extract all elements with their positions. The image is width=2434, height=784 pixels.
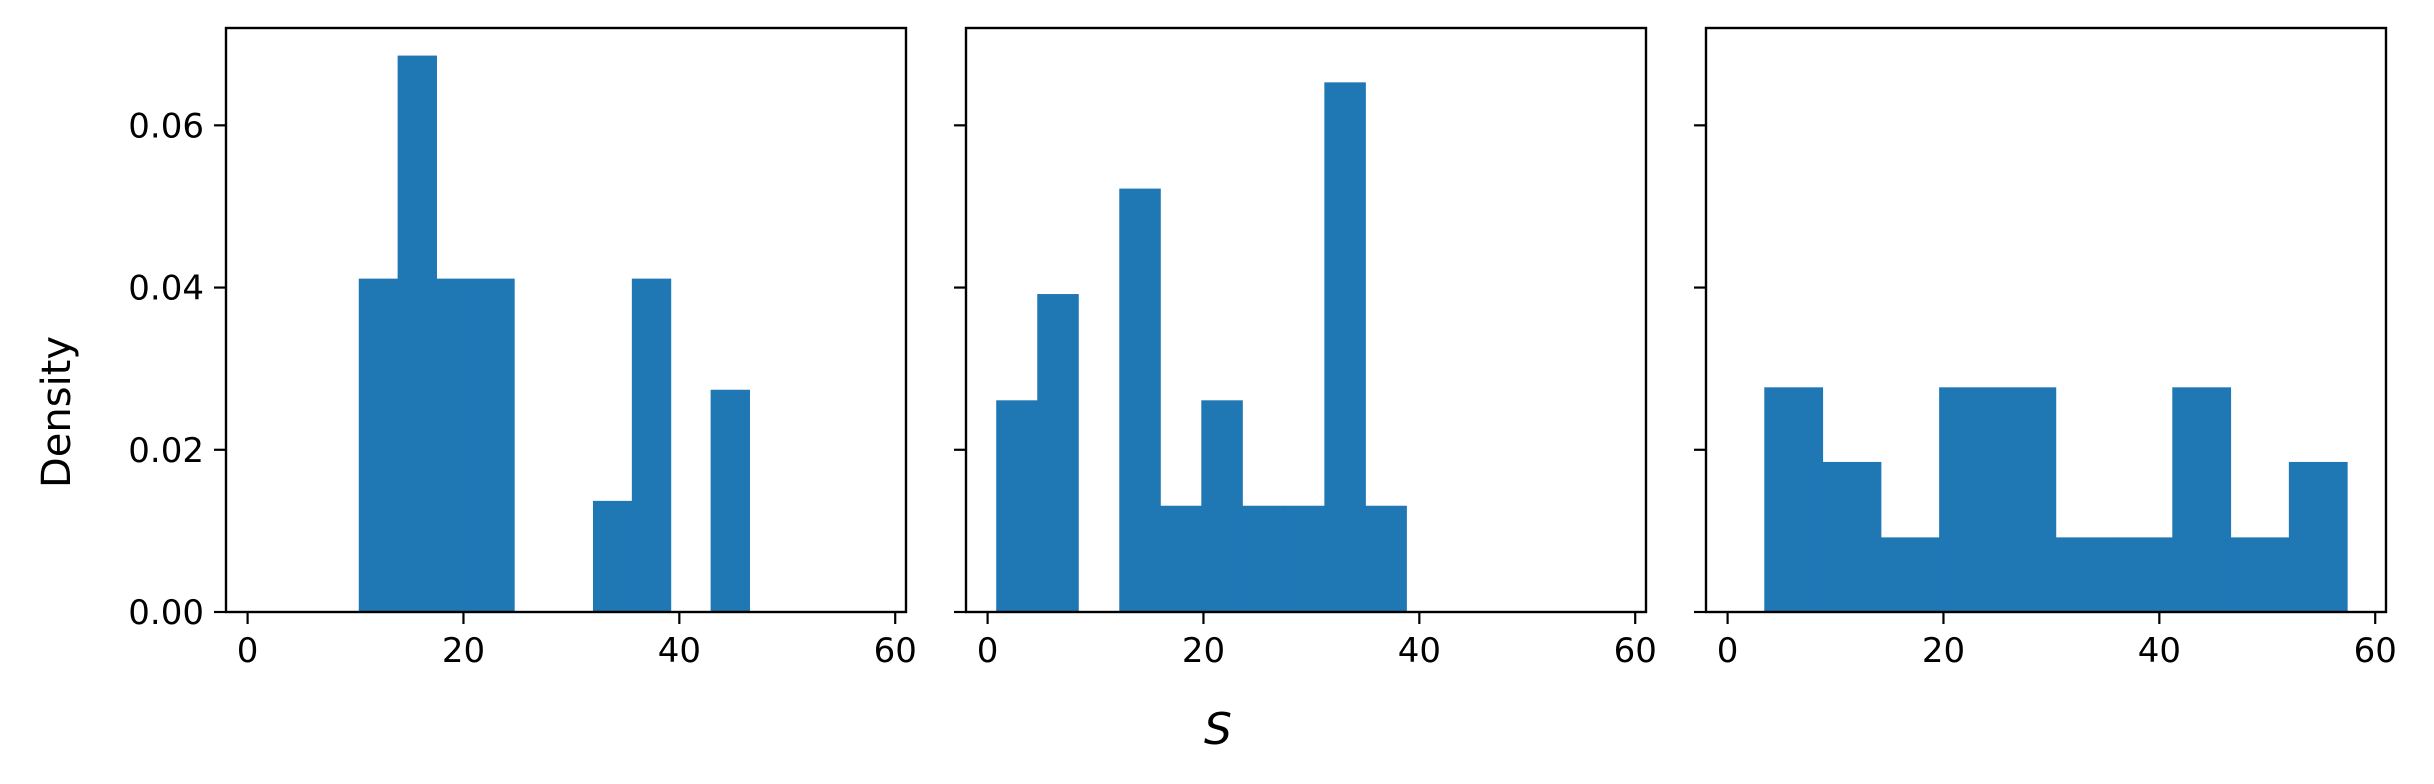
panel-2: 0 20 40 60 — [954, 26, 1657, 671]
histogram-bar — [2172, 387, 2232, 612]
panel-3: 0 20 40 60 — [1694, 26, 2397, 671]
histogram-bar — [631, 278, 672, 612]
axes-frame — [1704, 26, 2388, 614]
histogram-bar — [358, 278, 399, 612]
x-tick-label: 20 — [1922, 631, 1965, 671]
histogram-bar — [2288, 461, 2348, 612]
histogram-bar — [1880, 537, 1940, 612]
x-tick-label: 60 — [1614, 631, 1657, 671]
histogram-bar — [436, 278, 476, 612]
panels-group: 0 20 40 60 0.00 0.02 0.04 0.06 0 20 40 60 0 20 40 60 — [128, 26, 2397, 671]
x-tick-label: 40 — [2138, 631, 2181, 671]
x-tick-label: 0 — [1717, 631, 1739, 671]
histogram-bar — [996, 400, 1038, 612]
histogram-bar — [1822, 461, 1882, 612]
x-tick-label: 60 — [2354, 631, 2397, 671]
histogram-bar — [2230, 537, 2290, 612]
x-axis-title: S — [1204, 704, 1232, 755]
x-tick-label: 0 — [237, 631, 259, 671]
y-tick-label: 0.04 — [128, 269, 204, 309]
panel-1: 0 20 40 60 0.00 0.02 0.04 0.06 — [128, 26, 917, 671]
histogram-bar — [710, 389, 750, 612]
histogram-bar — [1365, 505, 1407, 612]
axes-frame — [964, 26, 1648, 614]
y-tick-label: 0.00 — [128, 593, 204, 633]
histogram-bar — [475, 278, 515, 612]
histogram-bar — [1201, 400, 1243, 612]
histogram-bar — [1283, 505, 1325, 612]
x-tick-label: 0 — [977, 631, 999, 671]
x-tick-label: 40 — [658, 631, 701, 671]
histogram-bar — [1242, 505, 1284, 612]
histogram-bar — [2055, 537, 2115, 612]
y-tick-label: 0.06 — [128, 106, 204, 146]
histogram-bar — [1119, 188, 1161, 612]
x-tick-label: 60 — [874, 631, 917, 671]
axes-frame — [224, 26, 908, 614]
histogram-bar — [1764, 387, 1824, 612]
histogram-bar — [1939, 387, 1998, 612]
histogram-bar — [592, 500, 633, 612]
histogram-bar — [2114, 537, 2173, 612]
x-tick-label: 40 — [1398, 631, 1441, 671]
histogram-bar — [1324, 82, 1366, 613]
histogram-bar — [1160, 505, 1202, 612]
y-tick-label: 0.02 — [128, 431, 204, 471]
histogram-bar — [397, 55, 437, 612]
x-tick-label: 20 — [1182, 631, 1225, 671]
histogram-bar — [1037, 294, 1079, 612]
histogram-bar — [1997, 387, 2057, 612]
y-axis-title: Density — [34, 336, 80, 488]
x-tick-label: 20 — [442, 631, 485, 671]
